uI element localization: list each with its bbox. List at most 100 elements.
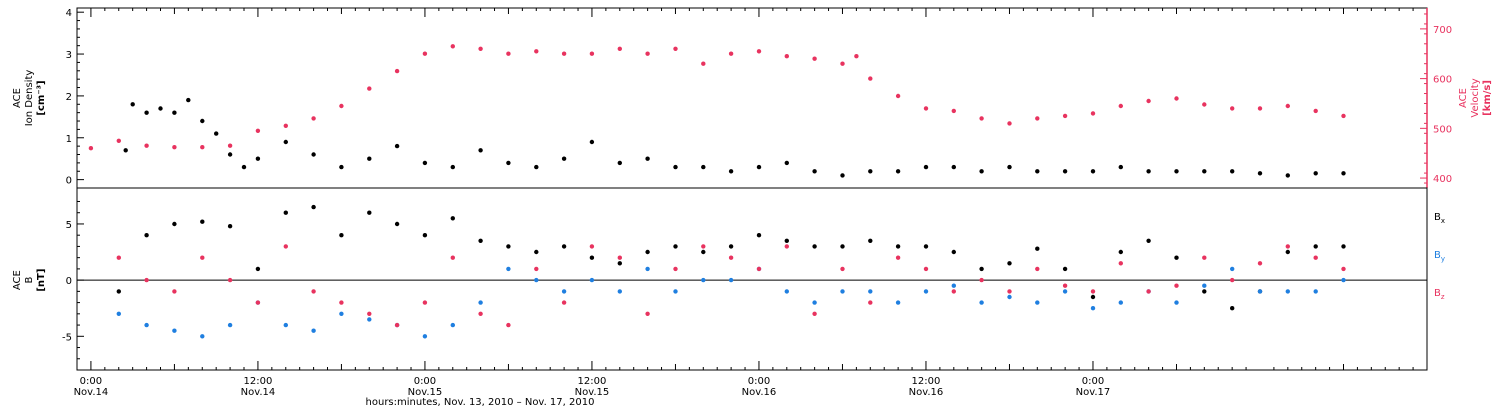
b-tick-label: 0 <box>66 276 72 287</box>
density-point <box>422 160 428 166</box>
bz-point <box>200 255 205 260</box>
velocity-point <box>1341 113 1346 119</box>
bx-point <box>367 210 372 215</box>
by-point <box>367 317 372 322</box>
density-point <box>186 97 191 103</box>
bz-point <box>673 266 678 272</box>
bz-point <box>617 255 622 260</box>
bx-point <box>422 233 428 238</box>
velocity-axis-title-line: Velocity <box>1470 78 1481 117</box>
velocity-point <box>88 146 94 151</box>
by-point <box>784 289 789 294</box>
velocity-axis-title-line: [km/s] <box>1482 80 1493 116</box>
velocity-point <box>450 44 455 49</box>
bx-point <box>840 244 845 249</box>
bx-point <box>812 244 817 249</box>
density-point <box>1230 169 1235 174</box>
velocity-point <box>979 116 984 121</box>
bz-point <box>339 300 344 305</box>
by-point <box>1341 277 1346 283</box>
velocity-point <box>255 128 261 133</box>
bz-point <box>283 244 288 249</box>
magnetic-field-frame <box>76 187 1428 371</box>
bx-point <box>1202 289 1207 294</box>
velocity-point <box>1062 113 1068 119</box>
bz-point <box>534 266 539 272</box>
density-point <box>227 152 233 157</box>
bx-point <box>144 233 149 238</box>
density-point <box>1062 169 1068 174</box>
velocity-point <box>673 46 678 51</box>
velocity-point <box>728 51 734 56</box>
velocity-point <box>200 145 205 150</box>
density-point <box>450 164 455 170</box>
velocity-point <box>1313 108 1318 114</box>
velocity-point <box>172 145 177 150</box>
density-point <box>534 164 539 170</box>
density-point <box>478 148 483 153</box>
series-bz <box>116 244 1346 328</box>
bz-point <box>144 277 149 283</box>
x-tick-time: 12:00 <box>244 376 273 387</box>
by-point <box>534 277 539 283</box>
bx-point <box>200 219 205 224</box>
density-point <box>394 143 400 149</box>
bx-point <box>979 266 984 272</box>
density-point <box>895 169 901 174</box>
bx-point <box>673 244 678 249</box>
bx-point <box>1285 249 1291 255</box>
velocity-point <box>1202 102 1207 107</box>
by-point <box>951 283 956 288</box>
velocity-point <box>506 51 511 56</box>
bx-point <box>1341 244 1346 249</box>
velocity-point <box>589 51 595 56</box>
legend-bz: Bz <box>1434 288 1445 301</box>
by-point <box>1035 300 1040 305</box>
velocity-point <box>116 138 122 143</box>
x-axis-title: hours:minutes, Nov. 13, 2010 – Nov. 17, … <box>366 397 595 408</box>
bz-point <box>868 300 873 305</box>
bx-point <box>1230 306 1235 311</box>
bz-point <box>227 277 233 283</box>
bx-point <box>255 266 261 272</box>
velocity-point <box>1174 96 1179 101</box>
bx-point <box>1146 238 1151 243</box>
by-point <box>1313 289 1318 294</box>
by-point <box>728 277 734 283</box>
bx-point <box>645 249 650 255</box>
b-axis-title-line: B <box>24 277 35 284</box>
by-point <box>1202 283 1207 288</box>
bz-point <box>895 255 901 260</box>
bx-point <box>868 238 873 243</box>
x-tick-date: Nov.16 <box>742 387 777 398</box>
velocity-point <box>283 123 288 128</box>
bx-point <box>784 238 789 243</box>
density-point <box>1146 169 1151 174</box>
density-point <box>951 164 956 170</box>
by-point <box>1174 300 1179 305</box>
density-point <box>979 169 984 174</box>
by-point <box>812 300 817 305</box>
bz-point <box>589 244 595 249</box>
velocity-point <box>561 51 567 56</box>
velocity-point <box>311 116 316 121</box>
by-point <box>923 289 929 294</box>
bx-point <box>227 224 233 229</box>
b-axis-title-line: ACE <box>12 270 23 290</box>
bz-point <box>784 244 789 249</box>
density-point <box>1118 164 1124 170</box>
by-point <box>1007 294 1012 300</box>
density-point <box>1202 169 1207 174</box>
x-tick-date: Nov.14 <box>74 387 109 398</box>
bz-point <box>1174 283 1179 288</box>
density-point <box>1285 173 1291 178</box>
bx-point <box>756 233 762 238</box>
bx-point <box>339 233 344 238</box>
velocity-point <box>840 61 845 66</box>
bz-point <box>116 255 122 260</box>
by-point <box>1062 289 1068 294</box>
bz-point <box>478 311 483 316</box>
density-tick-label: 1 <box>66 134 72 145</box>
density-point <box>673 164 678 170</box>
